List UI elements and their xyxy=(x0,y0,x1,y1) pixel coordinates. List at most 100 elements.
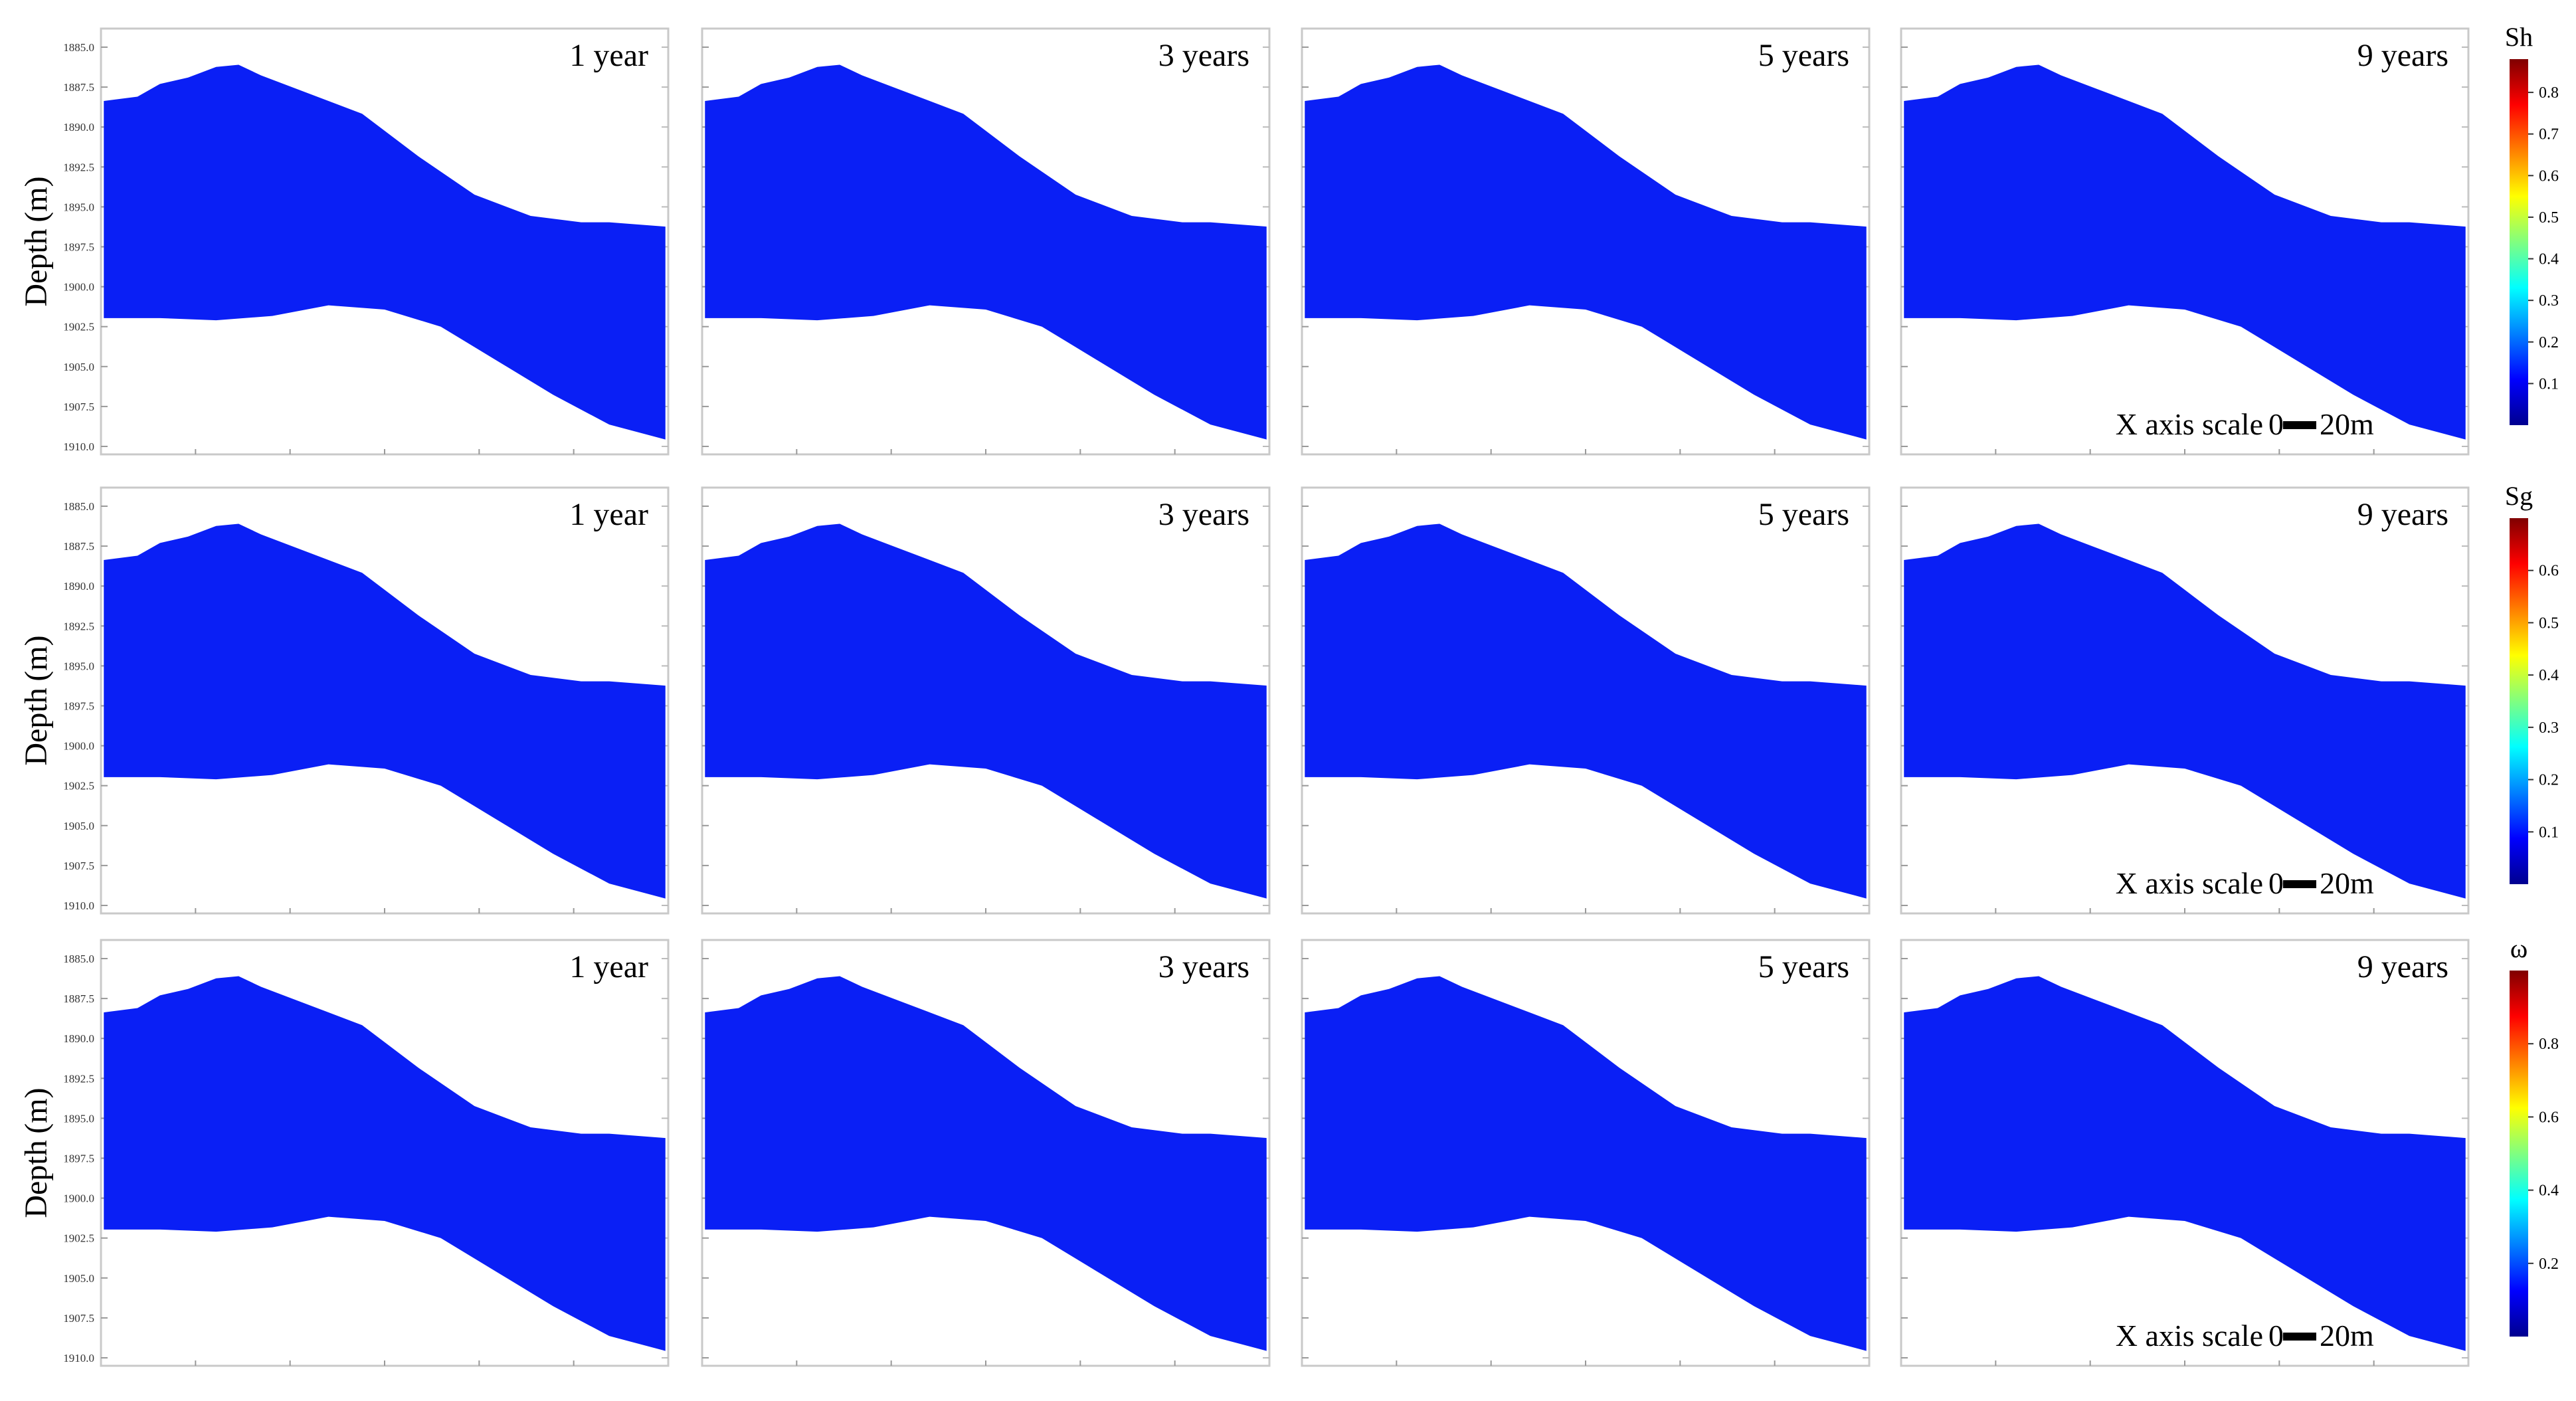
depth-tick-label: 1900.0 xyxy=(63,740,94,753)
depth-tick-label: 1902.5 xyxy=(63,321,94,333)
panel-undefined-3: 9 years xyxy=(1900,486,2470,915)
panel-time-label: 5 years xyxy=(1758,949,1849,984)
row-ylabel: Depth (m) xyxy=(19,1087,54,1218)
depth-tick-label: 1897.5 xyxy=(63,1153,94,1165)
panel-time-label: 3 years xyxy=(1158,949,1249,984)
colorbar-tick-label: 0.6 xyxy=(2539,1109,2559,1126)
colorbar-2: ω 0.8 0.6 0.4 0.2 xyxy=(2510,933,2559,1337)
model-domain xyxy=(705,523,1267,899)
scale-bar-label: X axis scale xyxy=(2116,866,2263,900)
depth-tick-label: 1905.0 xyxy=(63,1272,94,1285)
panel-time-label: 1 year xyxy=(569,949,648,984)
depth-tick-label: 1885.0 xyxy=(63,500,94,513)
depth-tick-label: 1902.5 xyxy=(63,1232,94,1245)
colorbar-tick-label: 0.4 xyxy=(2539,1182,2559,1200)
panel-undefined-1: 3 years xyxy=(701,486,1271,915)
depth-tick-label: 1895.0 xyxy=(63,1112,94,1125)
scale-bar: X axis scale 0 20m xyxy=(2116,1319,2374,1353)
panel-undefined-0: 1885.0 1887.5 1890.0 1892.5 1895.0 1897.5 1900… xyxy=(63,939,670,1367)
depth-tick-label: 1887.5 xyxy=(63,81,94,94)
depth-tick-label: 1910.0 xyxy=(63,899,94,912)
colorbar-tick-label: 0.2 xyxy=(2539,1256,2559,1273)
depth-tick-label: 1892.5 xyxy=(63,1072,94,1085)
depth-tick-label: 1907.5 xyxy=(63,401,94,413)
panel-undefined-1: 3 years xyxy=(701,27,1271,456)
scale-bar-line xyxy=(2283,1333,2316,1341)
depth-tick-label: 1895.0 xyxy=(63,660,94,672)
model-domain xyxy=(705,976,1267,1351)
scale-bar-end: 20m xyxy=(2320,407,2374,441)
colorbar-tick-label: 0.8 xyxy=(2539,1036,2559,1053)
scale-bar-end: 20m xyxy=(2320,866,2374,900)
depth-tick-label: 1902.5 xyxy=(63,780,94,793)
panel-time-label: 9 years xyxy=(2357,949,2448,984)
model-domain xyxy=(1904,976,2466,1351)
colorbar-tick-label: 0.6 xyxy=(2539,167,2559,185)
scale-bar-label: X axis scale xyxy=(2116,1319,2263,1353)
colorbar-tick-label: 0.4 xyxy=(2539,667,2559,684)
scale-bar-label: X axis scale xyxy=(2116,407,2263,441)
model-domain xyxy=(1305,64,1867,440)
depth-tick-label: 1907.5 xyxy=(63,1312,94,1325)
row-undefined-1: Depth (m)1885.01887.51890.01892.51895.01… xyxy=(19,481,2559,915)
depth-tick-label: 1892.5 xyxy=(63,620,94,632)
model-domain xyxy=(1904,523,2466,899)
depth-tick-label: 1885.0 xyxy=(63,953,94,965)
colorbar-title: Sh xyxy=(2505,22,2533,52)
scale-bar-start: 0 xyxy=(2268,1319,2284,1353)
colorbar-tick-label: 0.3 xyxy=(2539,292,2559,310)
panel-time-label: 3 years xyxy=(1158,497,1249,532)
colorbar-tick-label: 0.6 xyxy=(2539,563,2559,580)
colorbar-tick-label: 0.7 xyxy=(2539,126,2559,143)
colorbar-tick-label: 0.4 xyxy=(2539,251,2559,268)
colorbar-tick-label: 0.8 xyxy=(2539,84,2559,102)
depth-tick-label: 1890.0 xyxy=(63,121,94,134)
model-domain xyxy=(705,64,1267,440)
colorbar-tick-label: 0.2 xyxy=(2539,772,2559,789)
panel-time-label: 9 years xyxy=(2357,38,2448,73)
model-domain xyxy=(1305,523,1867,899)
colorbar-tick-label: 0.5 xyxy=(2539,209,2559,227)
model-domain xyxy=(1904,64,2466,440)
colorbar-tick-label: 0.1 xyxy=(2539,375,2559,393)
scale-bar: X axis scale 0 20m xyxy=(2116,407,2374,441)
depth-tick-label: 1907.5 xyxy=(63,860,94,872)
panel-time-label: 3 years xyxy=(1158,38,1249,73)
model-domain xyxy=(104,64,666,440)
panel-time-label: 5 years xyxy=(1758,38,1849,73)
depth-tick-label: 1900.0 xyxy=(63,281,94,294)
depth-tick-label: 1900.0 xyxy=(63,1192,94,1205)
panel-undefined-2: 5 years xyxy=(1301,27,1871,456)
colorbar-tick-label: 0.5 xyxy=(2539,614,2559,632)
row-undefined-2: Depth (m)1885.01887.51890.01892.51895.01… xyxy=(19,933,2559,1367)
panel-undefined-2: 5 years xyxy=(1301,939,1871,1367)
depth-tick-label: 1887.5 xyxy=(63,540,94,553)
colorbar-title: Sg xyxy=(2505,481,2533,511)
panel-time-label: 9 years xyxy=(2357,497,2448,532)
depth-tick-label: 1887.5 xyxy=(63,992,94,1005)
panel-time-label: 1 year xyxy=(569,38,648,73)
colorbar-gradient xyxy=(2510,518,2528,884)
depth-tick-label: 1895.0 xyxy=(63,201,94,213)
colorbar-1: Sg 0.6 0.5 0.4 0.3 0.2 0.1 xyxy=(2505,481,2559,884)
scale-bar: X axis scale 0 20m xyxy=(2116,866,2374,900)
row-ylabel: Depth (m) xyxy=(19,176,54,306)
depth-tick-label: 1885.0 xyxy=(63,41,94,54)
row-ylabel: Depth (m) xyxy=(19,635,54,765)
scale-bar-start: 0 xyxy=(2268,407,2284,441)
model-domain xyxy=(1305,976,1867,1351)
panel-undefined-2: 5 years xyxy=(1301,486,1871,915)
model-domain xyxy=(104,523,666,899)
scale-bar-line xyxy=(2283,880,2316,888)
depth-tick-label: 1897.5 xyxy=(63,241,94,254)
depth-tick-label: 1905.0 xyxy=(63,820,94,832)
model-domain xyxy=(104,976,666,1351)
colorbar-0: Sh 0.8 0.7 0.6 0.5 0.4 0.3 0.2 0.1 xyxy=(2505,22,2559,425)
depth-tick-label: 1890.0 xyxy=(63,1032,94,1045)
panel-undefined-3: 9 years xyxy=(1900,27,2470,456)
depth-tick-label: 1910.0 xyxy=(63,440,94,453)
colorbar-gradient xyxy=(2510,59,2528,425)
depth-tick-label: 1910.0 xyxy=(63,1352,94,1364)
depth-tick-label: 1905.0 xyxy=(63,361,94,373)
